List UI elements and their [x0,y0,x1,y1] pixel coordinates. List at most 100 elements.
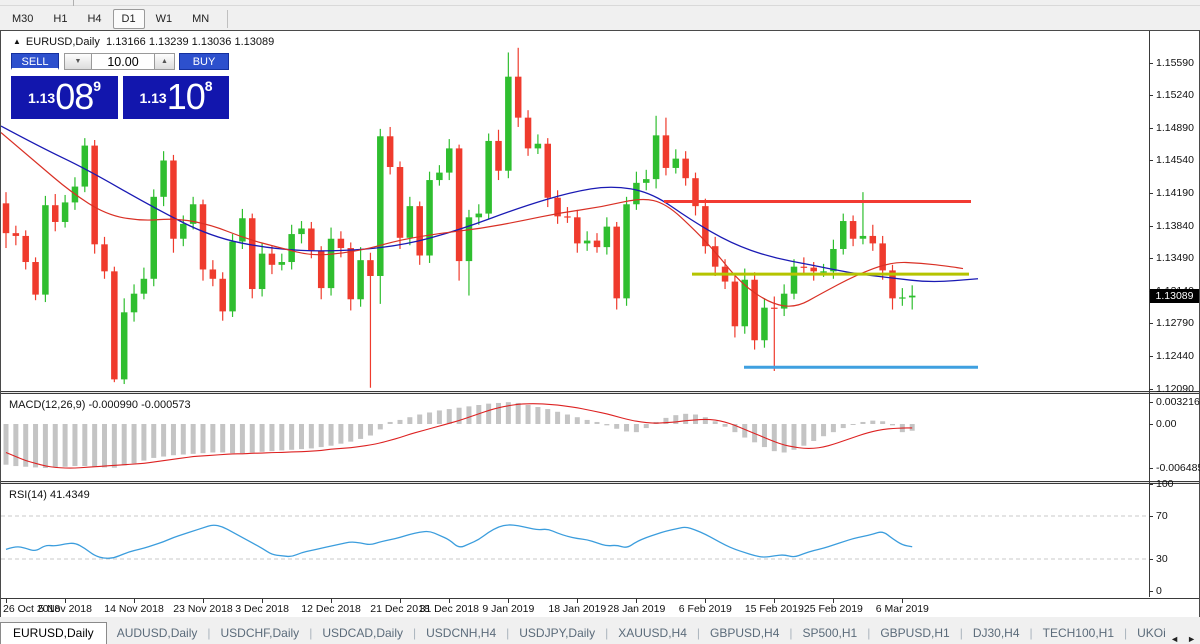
macd-histogram-bar [564,414,570,424]
macd-histogram-bar [525,405,531,424]
rsi-indicator-label: RSI(14) 41.4349 [9,489,90,501]
macd-histogram-bar [742,424,748,438]
timeframe-d1[interactable]: D1 [112,8,145,29]
macd-histogram-bar [486,403,492,424]
macd-histogram-bar [505,402,511,424]
tab-ukoil[interactable]: UKOil, [1137,626,1166,640]
timeframe-m30[interactable]: M30 [12,12,34,25]
sell-price-panel[interactable]: 1.13089 [11,76,118,119]
candle-body [840,221,847,249]
macd-histogram-bar [318,424,324,448]
buy-button[interactable]: BUY [179,53,229,70]
tab-gbpusd-h4[interactable]: GBPUSD,H4 [710,626,780,640]
tab-eurusd-daily[interactable]: EURUSD,Daily [0,622,107,644]
macd-histogram-bar [515,402,521,424]
date-tick [331,599,333,603]
tab-gbpusd-h1[interactable]: GBPUSD,H1 [880,626,950,640]
candle-body [820,271,827,273]
macd-axis-label: -0.006485 [1156,462,1200,474]
candle-body [662,135,670,168]
tab-xauusd-h4[interactable]: XAUUSD,H4 [618,626,687,640]
panel-divider[interactable] [1,391,1199,394]
macd-histogram-bar [584,419,590,424]
candle-body [150,196,157,279]
toolbar-separator [73,0,74,6]
macd-chart[interactable] [1,394,1149,481]
macd-histogram-bar [289,424,295,450]
candle-body [761,307,768,341]
macd-histogram-bar [42,424,48,469]
macd-histogram-bar [220,424,226,453]
candle-body [406,206,414,238]
tab-usdcnh-h4[interactable]: USDCNH,H4 [426,626,497,640]
candle-body [229,241,236,312]
macd-histogram-bar [683,413,689,424]
candle-body [633,182,640,205]
candle-body [101,244,108,272]
candle-body [859,235,867,239]
price-axis-label: 1.12090 [1156,382,1194,395]
timeframe-h4[interactable]: H4 [87,12,102,25]
tab-dj30-h4[interactable]: DJ30,H4 [972,626,1020,640]
tabs-scroll-right-icon[interactable]: ► [1187,634,1196,644]
volume-increase-button[interactable]: ▲ [154,53,175,70]
macd-histogram-bar [446,409,452,424]
candle-body [377,136,384,276]
tab-usdjpy-daily[interactable]: USDJPY,Daily [519,626,596,640]
tab-usdchf-daily[interactable]: USDCHF,Daily [220,626,300,640]
candle-body [160,160,167,197]
macd-histogram-bar [801,424,807,446]
candle-body [298,228,305,235]
timeframe-mn[interactable]: MN [192,12,210,25]
candle-body [337,238,345,249]
price-axis-label: 1.15240 [1156,89,1194,102]
candle-body [485,140,492,214]
buy-price-panel[interactable]: 1.13108 [123,76,229,119]
macd-histogram-bar [72,424,78,467]
tab-separator: | [506,626,510,640]
volume-decrease-button[interactable]: ▼ [64,53,92,70]
macd-histogram-bar [574,417,580,424]
collapse-widget-icon[interactable]: ▲ [13,37,21,46]
tab-separator: | [207,626,211,640]
volume-input[interactable]: 10.00 [92,53,154,70]
panel-divider[interactable] [1,481,1199,484]
chart-window[interactable]: 26 Oct 2018 5 Nov 2018 14 Nov 2018 23 Nov 2… [0,30,1200,617]
candle-body [239,218,246,242]
candle-body [475,213,483,218]
macd-histogram-bar [781,424,787,453]
macd-histogram-bar [348,424,354,442]
macd-histogram-bar [151,424,157,458]
candle-body [534,143,542,149]
rsi-chart[interactable] [1,484,1149,598]
candle-body [386,136,394,168]
date-axis[interactable]: 26 Oct 2018 5 Nov 2018 14 Nov 2018 23 Nov 2… [1,598,1199,617]
candle-body [889,270,896,299]
timeframe-h1[interactable]: H1 [53,12,68,25]
macd-axis-label: 0.003216 [1156,396,1200,409]
candle-body [908,295,916,298]
sell-button[interactable]: SELL [11,53,59,70]
macd-histogram-bar [830,424,836,433]
macd-histogram-bar [200,424,206,454]
tab-usdcad-daily[interactable]: USDCAD,Daily [322,626,403,640]
rsi-axis-label-tick [1149,559,1153,560]
candle-body [751,279,758,341]
tabs-scroll-left-icon[interactable]: ◄ [1170,634,1180,644]
buy-price-prefix: 1.13 [139,90,167,106]
timeframe-w1[interactable]: W1 [155,12,173,25]
tab-audusd-daily[interactable]: AUDUSD,Daily [116,626,198,640]
macd-histogram-bar [870,420,876,424]
macd-signal-line [5,403,913,469]
candle-body [810,267,817,272]
price-chart[interactable] [1,31,1149,391]
tab-sp500-h1[interactable]: SP500,H1 [802,626,858,640]
macd-histogram-bar [161,424,167,457]
buy-price-big: 10 [166,76,206,117]
date-tick [636,599,638,603]
buy-price-pip: 8 [204,78,213,94]
price-axis-label-tick [1149,160,1153,162]
tab-tech100-h1[interactable]: TECH100,H1 [1042,626,1114,640]
macd-histogram-bar [279,424,285,451]
candle-body [347,248,354,300]
